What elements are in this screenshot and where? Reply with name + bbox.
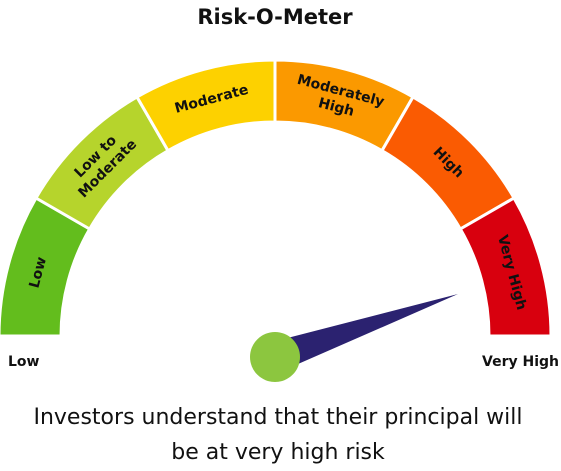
- needle: [268, 294, 458, 371]
- caption-line: Investors understand that their principa…: [33, 405, 522, 430]
- scale-label-high: Very High: [482, 354, 559, 370]
- title: Risk-O-Meter: [197, 5, 353, 29]
- needle-hub: [250, 332, 300, 382]
- gauge-segment: [458, 195, 553, 338]
- segment-label: Low: [27, 255, 51, 290]
- scale-label-low: Low: [8, 354, 40, 370]
- caption-line: be at very high risk: [171, 440, 385, 465]
